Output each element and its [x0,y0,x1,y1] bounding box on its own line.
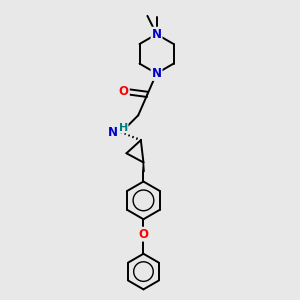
Text: O: O [119,85,129,98]
Polygon shape [143,162,144,172]
Text: N: N [108,126,118,139]
Text: N: N [152,67,161,80]
Text: N: N [152,28,161,41]
Text: H: H [119,123,128,133]
Text: O: O [139,228,148,241]
